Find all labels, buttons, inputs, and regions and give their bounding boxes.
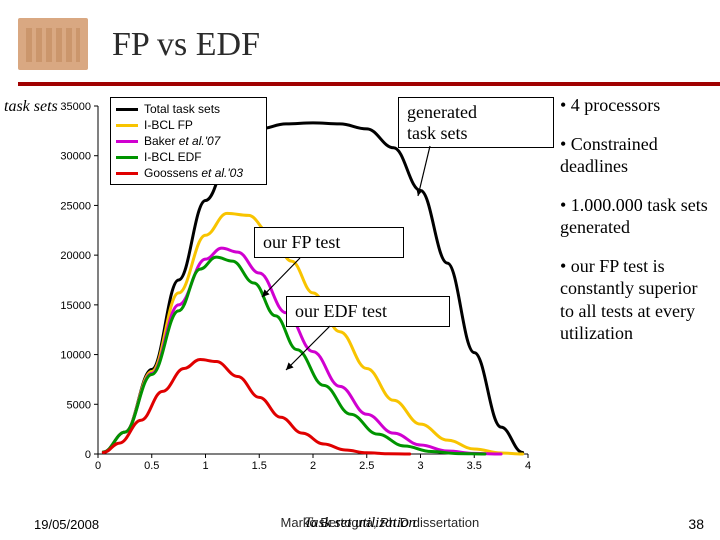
title-underline xyxy=(18,82,720,86)
callout-generated-task-sets: generatedtask sets xyxy=(398,97,554,148)
bullet-item: • 4 processors xyxy=(560,94,710,117)
svg-text:20000: 20000 xyxy=(60,250,91,262)
legend-row: Total task sets xyxy=(116,101,261,117)
callout-our-fp-test: our FP test xyxy=(254,227,404,258)
x-axis-label: Task set utilization xyxy=(304,515,416,531)
footer-page-number: 38 xyxy=(688,516,704,532)
legend-row: Baker et al.'07 xyxy=(116,133,261,149)
svg-text:1: 1 xyxy=(202,460,208,472)
legend-row: I-BCL EDF xyxy=(116,149,261,165)
legend-label: I-BCL FP xyxy=(144,117,193,133)
bullet-item: • our FP test is constantly superior to … xyxy=(560,255,710,345)
svg-text:35000: 35000 xyxy=(60,101,91,113)
svg-text:3.5: 3.5 xyxy=(467,460,482,472)
footer-center: Marko Bertogna, Ph.D dissertationTask se… xyxy=(0,515,720,532)
legend-label: Baker et al.'07 xyxy=(144,133,220,149)
legend-row: Goossens et al.'03 xyxy=(116,165,261,181)
legend-label: I-BCL EDF xyxy=(144,149,202,165)
legend-swatch xyxy=(116,172,138,175)
svg-text:1.5: 1.5 xyxy=(252,460,267,472)
legend-swatch xyxy=(116,140,138,143)
legend-swatch xyxy=(116,156,138,159)
legend-label: Total task sets xyxy=(144,101,220,117)
bullet-list: • 4 processors • Constrained deadlines •… xyxy=(560,94,710,361)
bullet-item: • Constrained deadlines xyxy=(560,133,710,178)
logo-image xyxy=(18,18,88,70)
chart-legend: Total task setsI-BCL FPBaker et al.'07I-… xyxy=(110,97,267,185)
svg-text:0: 0 xyxy=(85,449,91,461)
svg-text:5000: 5000 xyxy=(67,399,91,411)
svg-text:10000: 10000 xyxy=(60,350,91,362)
svg-text:0: 0 xyxy=(95,460,101,472)
bullet-item: • 1.000.000 task sets generated xyxy=(560,194,710,239)
legend-label: Goossens et al.'03 xyxy=(144,165,243,181)
legend-swatch xyxy=(116,108,138,111)
svg-text:3: 3 xyxy=(417,460,423,472)
callout-our-edf-test: our EDF test xyxy=(286,296,450,327)
slide: FP vs EDF task sets 05000100001500020000… xyxy=(0,0,720,540)
svg-text:2: 2 xyxy=(310,460,316,472)
svg-text:2.5: 2.5 xyxy=(359,460,374,472)
svg-text:15000: 15000 xyxy=(60,300,91,312)
svg-text:0.5: 0.5 xyxy=(144,460,159,472)
svg-text:4: 4 xyxy=(525,460,531,472)
svg-text:30000: 30000 xyxy=(60,151,91,163)
slide-title: FP vs EDF xyxy=(112,26,260,64)
svg-text:25000: 25000 xyxy=(60,200,91,212)
legend-swatch xyxy=(116,124,138,127)
legend-row: I-BCL FP xyxy=(116,117,261,133)
